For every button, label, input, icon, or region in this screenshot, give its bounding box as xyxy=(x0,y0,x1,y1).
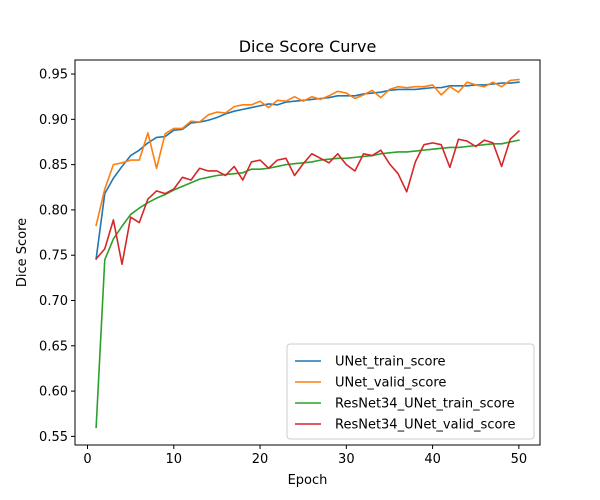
legend-label-resnet34-unet-valid-score: ResNet34_UNet_valid_score xyxy=(335,418,515,433)
y-tick-label: 0.65 xyxy=(39,339,68,354)
x-tick-label: 40 xyxy=(424,452,441,467)
y-tick-label: 0.90 xyxy=(39,113,68,128)
y-axis: 0.55 0.60 0.65 0.70 0.75 0.80 0.85 0.90 0.95 xyxy=(39,68,75,445)
x-tick-label: 30 xyxy=(338,452,355,467)
y-tick-label: 0.70 xyxy=(39,294,68,309)
legend-label-unet-train-score: UNet_train_score xyxy=(335,355,446,370)
series-line-unet-valid-score xyxy=(95,78,520,227)
y-axis-label: Dice Score xyxy=(15,218,30,287)
x-tick-label: 0 xyxy=(83,452,91,467)
y-tick-label: 0.75 xyxy=(39,249,68,264)
x-axis-label: Epoch xyxy=(288,473,328,488)
legend-box xyxy=(286,343,535,440)
legend-label-unet-valid-score: UNet_valid_score xyxy=(335,376,446,391)
legend: UNet_train_score UNet_valid_score ResNet34… xyxy=(286,343,535,440)
y-tick-label: 0.80 xyxy=(39,203,68,218)
series-layer xyxy=(95,78,520,429)
y-tick-label: 0.95 xyxy=(39,68,68,83)
y-tick-label: 0.60 xyxy=(39,385,68,400)
chart-title: Dice Score Curve xyxy=(239,37,377,56)
series-line-unet-train-score xyxy=(95,81,520,260)
y-tick-label: 0.55 xyxy=(39,430,68,445)
legend-label-resnet34-unet-train-score: ResNet34_UNet_train_score xyxy=(335,397,515,412)
x-tick-label: 10 xyxy=(166,452,183,467)
x-axis: 0 10 20 30 40 50 xyxy=(83,445,527,467)
y-tick-label: 0.85 xyxy=(39,158,68,173)
x-tick-label: 50 xyxy=(511,452,528,467)
series-line-resnet34-unet-valid-score xyxy=(95,129,520,266)
x-tick-label: 20 xyxy=(252,452,269,467)
plot-frame xyxy=(74,59,541,446)
